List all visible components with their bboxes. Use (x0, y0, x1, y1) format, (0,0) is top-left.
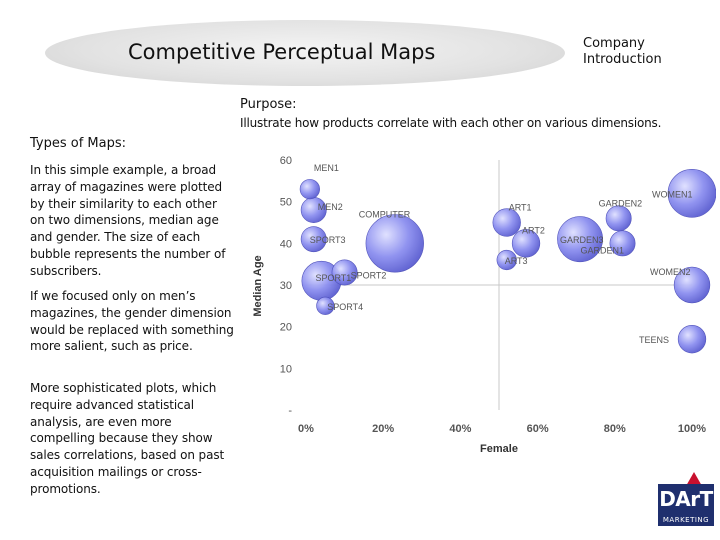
x-tick-label: 0% (298, 423, 314, 435)
types-heading: Types of Maps: (30, 136, 127, 151)
company-line-2: Introduction (583, 52, 662, 67)
bubble-label-garden2: GARDEN2 (599, 198, 643, 208)
bubble-label-garden1: GARDEN1 (581, 245, 625, 255)
y-axis-label: Median Age (252, 255, 264, 316)
bubble-label-sport3: SPORT3 (310, 235, 346, 245)
bubble-label-men1: MEN1 (314, 163, 339, 173)
bubble-label-art2: ART2 (522, 225, 545, 235)
x-tick-label: 60% (527, 423, 549, 435)
bubble-men1 (299, 179, 320, 200)
bubble-label-art1: ART1 (509, 203, 532, 213)
purpose-heading: Purpose: (240, 97, 297, 112)
bubble-label-sport2: SPORT2 (351, 271, 387, 281)
bubble-label-computer: COMPUTER (359, 209, 411, 219)
bubble-label-art3: ART3 (505, 256, 528, 266)
bubble-sport4 (316, 296, 335, 315)
logo-subtitle: MARKETING (658, 514, 714, 526)
x-tick-label: 100% (678, 423, 706, 435)
types-paragraph-2: If we focused only on men’s magazines, t… (30, 289, 234, 354)
x-tick-label: 20% (372, 423, 394, 435)
title-banner (45, 20, 565, 86)
y-tick-label: 30 (280, 280, 292, 292)
bubble-art1 (492, 208, 521, 237)
bubble-sport3 (300, 226, 327, 253)
dart-marketing-logo: DArT MARKETING (656, 472, 716, 530)
types-paragraph-3: More sophisticated plots, which require … (30, 381, 225, 496)
company-introduction-label: Company Introduction (583, 36, 662, 68)
x-tick-label: 80% (604, 423, 626, 435)
y-tick-label: 20 (280, 322, 292, 334)
y-tick-label: - (288, 405, 292, 417)
x-tick-label: 40% (449, 423, 471, 435)
bubble-label-sport4: SPORT4 (327, 302, 363, 312)
bubble-garden3 (557, 216, 603, 263)
bubble-women1 (667, 169, 716, 218)
bubble-art2 (511, 229, 541, 258)
bubble-teens (677, 325, 707, 354)
y-tick-label: 40 (280, 238, 292, 250)
x-axis-label: Female (480, 443, 518, 455)
bubble-women2 (673, 266, 711, 304)
bubble-computer (365, 214, 424, 273)
y-tick-label: 10 (280, 363, 292, 375)
y-tick-label: 50 (280, 197, 292, 209)
logo-wordmark: DArT (658, 484, 714, 514)
purpose-text: Illustrate how products correlate with e… (240, 116, 662, 130)
bubble-label-teens: TEENS (639, 335, 669, 345)
bubble-sport2 (331, 259, 358, 286)
bubble-garden2 (605, 205, 632, 232)
bubble-garden1 (609, 230, 636, 257)
slide-title: Competitive Perceptual Maps (128, 40, 436, 64)
y-tick-label: 60 (280, 155, 292, 167)
perceptual-map-chart: - 10 20 30 40 50 60 0% 20% 40% 60% 80% 100% MEN1 MEN2… (252, 155, 716, 455)
bubble-label-women2: WOMEN2 (650, 267, 691, 277)
dart-arrow-icon (686, 472, 702, 486)
company-line-1: Company (583, 36, 645, 51)
bubble-label-women1: WOMEN1 (652, 189, 693, 199)
bubble-label-men2: MEN2 (318, 202, 343, 212)
bubble-label-garden3: GARDEN3 (560, 235, 604, 245)
bubble-art3 (496, 249, 517, 271)
bubble-label-sport1: SPORT1 (315, 273, 351, 283)
types-paragraph-1: In this simple example, a broad array of… (30, 163, 226, 278)
